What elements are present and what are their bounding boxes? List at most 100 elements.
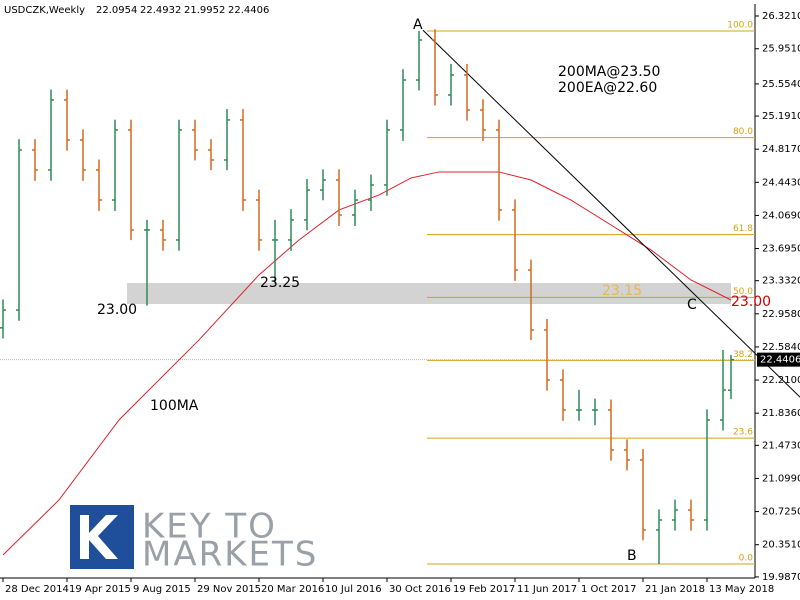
ohlc-bar: [224, 109, 230, 171]
ohlc-bar: [672, 499, 678, 531]
ohlc-bar: [240, 109, 246, 211]
logo-line1: KEY TO: [142, 507, 277, 547]
ohlc-bar: [176, 119, 182, 251]
x-tick-label: 11 Jun 2017: [517, 584, 577, 595]
ohlc-bar: [48, 89, 54, 181]
y-tick-label: 23.3320: [762, 276, 800, 287]
fib-label: 80.0: [733, 127, 753, 137]
header-low: 21.9952: [184, 5, 225, 16]
price-box: [757, 352, 800, 367]
y-tick-label: 25.5540: [762, 79, 800, 90]
y-tick-label: 22.5840: [762, 342, 800, 353]
ohlc-bar: [560, 369, 566, 421]
annotation: 100MA: [150, 398, 199, 414]
fib-label: 23.6: [733, 428, 753, 438]
ohlc-bar: [80, 129, 86, 181]
ohlc-bar: [64, 89, 70, 151]
ohlc-bar: [336, 169, 342, 226]
ohlc-bar: [608, 399, 614, 461]
ohlc-bar: [304, 179, 310, 231]
ohlc-bar: [192, 119, 198, 161]
ohlc-bar: [576, 389, 582, 421]
fib-label: 0.0: [739, 554, 754, 564]
ohlc-bar: [704, 409, 710, 531]
y-tick-label: 23.6950: [762, 244, 800, 255]
logo-mark: [70, 505, 134, 569]
ohlc-bar: [400, 69, 406, 141]
y-tick-label: 26.3210: [762, 11, 800, 22]
y-tick-label: 22.9580: [762, 309, 800, 320]
ohlc-bar: [16, 139, 22, 321]
y-tick-label: 21.4730: [762, 440, 800, 451]
ohlc-bar: [0, 299, 6, 339]
y-tick-label: 25.1910: [762, 111, 800, 122]
trendline: [422, 29, 800, 398]
header-open: 22.0954: [96, 5, 137, 16]
y-tick-label: 21.8360: [762, 408, 800, 419]
ohlc-bar: [160, 219, 166, 251]
price-box-label: 22.4406: [760, 355, 800, 366]
ohlc-bar: [432, 29, 438, 106]
x-tick-label: 20 Mar 2016: [261, 584, 324, 595]
moving-average: [2, 171, 732, 556]
ohlc-bar: [368, 174, 374, 211]
ohlc-bar: [512, 199, 518, 281]
x-tick-label: 1 Oct 2017: [581, 584, 636, 595]
ohlc-bar: [464, 63, 470, 121]
x-tick-label: 10 Jul 2016: [325, 584, 382, 595]
fib-label: 38.2: [733, 350, 753, 360]
y-tick-label: 20.7250: [762, 507, 800, 518]
y-tick-label: 20.3510: [762, 540, 800, 551]
ohlc-bar: [728, 354, 734, 400]
support-zone: [127, 282, 731, 304]
ohlc-bar: [448, 63, 454, 106]
ohlc-bar: [528, 259, 534, 341]
x-tick-label: 30 Oct 2016: [389, 584, 451, 595]
ohlc-bar: [416, 30, 422, 91]
y-tick-label: 24.8170: [762, 144, 800, 155]
x-tick-label: 19 Feb 2017: [453, 584, 515, 595]
annotation: A: [413, 17, 423, 33]
ohlc-bar: [32, 139, 38, 181]
ohlc-bar: [688, 499, 694, 531]
ohlc-bar: [624, 439, 630, 471]
y-tick-label: 24.4430: [762, 177, 800, 188]
header-high: 22.4932: [140, 5, 181, 16]
fib-label: 50.0: [733, 287, 753, 297]
fib-label: 61.8: [733, 224, 753, 234]
annotation: B: [627, 548, 637, 564]
y-tick-label: 24.0690: [762, 210, 800, 221]
fib-label: 100.0: [727, 20, 753, 30]
y-tick-label: 19.9870: [762, 572, 800, 583]
ohlc-bar: [480, 99, 486, 141]
ohlc-bar: [272, 219, 278, 284]
x-tick-label: 29 Nov 2015: [197, 584, 261, 595]
annotation: 200EA@22.60: [558, 80, 657, 96]
x-tick-label: 28 Dec 2014: [5, 584, 69, 595]
annotation: C: [687, 297, 697, 313]
ohlc-bar: [656, 509, 662, 565]
header-close: 22.4406: [228, 5, 269, 16]
y-tick-label: 22.2100: [762, 375, 800, 386]
y-tick-label: 21.0990: [762, 473, 800, 484]
ohlc-bar: [128, 119, 134, 241]
ohlc-bar: [144, 219, 150, 306]
x-tick-label: 13 May 2018: [709, 584, 774, 595]
ohlc-bar: [592, 398, 598, 426]
ohlc-bar: [384, 119, 390, 196]
y-tick-label: 25.9510: [762, 44, 800, 55]
ohlc-bar: [96, 159, 102, 211]
x-tick-label: 9 Aug 2015: [133, 584, 191, 595]
ohlc-bar: [112, 119, 118, 211]
ohlc-bar: [640, 449, 646, 541]
ohlc-bar: [496, 119, 502, 221]
logo-k: [80, 515, 118, 559]
ohlc-bar: [320, 169, 326, 201]
ohlc-bar: [256, 189, 262, 251]
annotation: 23.00: [731, 294, 771, 310]
ohlc-bar: [720, 349, 726, 431]
ohlc-bar: [208, 139, 214, 171]
ohlc-bar: [352, 189, 358, 226]
